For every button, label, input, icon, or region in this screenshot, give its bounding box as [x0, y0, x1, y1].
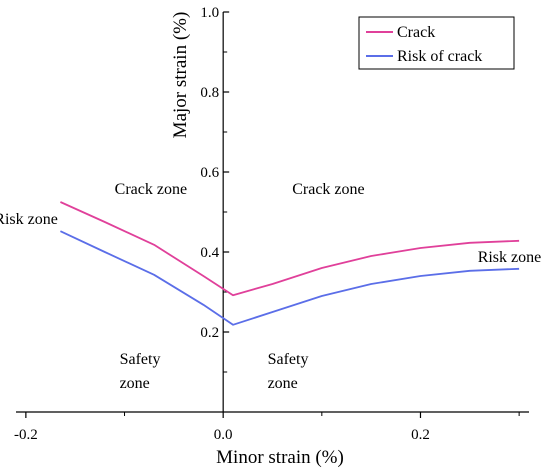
zone-label: Crack zone — [292, 181, 364, 198]
legend-label: Risk of crack — [397, 48, 482, 65]
series-layer — [60, 201, 520, 326]
y-tick-label: 1.0 — [200, 5, 219, 21]
x-axis-title: Minor strain (%) — [216, 447, 344, 468]
zone-label: zone — [268, 375, 298, 392]
legend-box — [358, 16, 515, 70]
y-tick-label: 0.8 — [200, 85, 219, 101]
y-tick-label: 0.4 — [200, 245, 219, 261]
legend: Crack Risk of crack — [358, 16, 515, 70]
legend-items: Crack Risk of crack — [366, 24, 482, 65]
zone-annotations: Crack zone Crack zone Risk zone Risk zone Sa… — [0, 181, 541, 392]
x-tick-label: -0.2 — [14, 427, 38, 443]
x-tick-label: 0.2 — [411, 427, 430, 443]
y-axis-title: Major strain (%) — [170, 12, 191, 139]
x-ticks: -0.2 0.0 0.2 — [14, 412, 520, 443]
zone-label: zone — [120, 375, 150, 392]
series-line-2 — [60, 230, 520, 326]
series-line-1 — [60, 201, 520, 297]
zone-label: Safety — [268, 351, 309, 368]
legend-label: Crack — [397, 24, 435, 41]
zone-label: Risk zone — [0, 211, 58, 228]
y-ticks: 0.2 0.4 0.6 0.8 1.0 — [200, 5, 230, 373]
x-tick-label: 0.0 — [214, 427, 233, 443]
y-tick-label: 0.6 — [200, 165, 219, 181]
zone-label: Safety — [120, 351, 161, 368]
zone-label: Crack zone — [115, 181, 187, 198]
zone-label: Risk zone — [478, 249, 542, 266]
y-tick-label: 0.2 — [200, 325, 219, 341]
